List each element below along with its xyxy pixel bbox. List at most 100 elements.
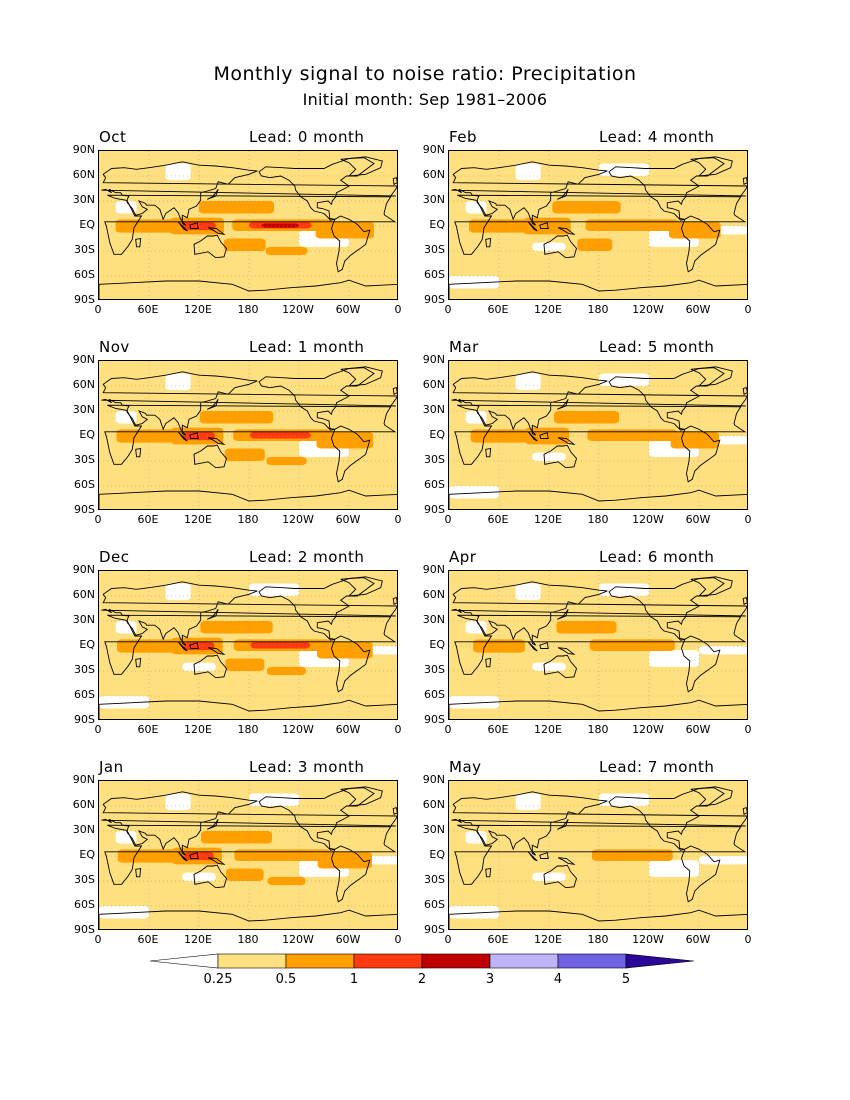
coastline: [742, 597, 747, 605]
lon-tick-label: 60W: [685, 723, 711, 736]
coastline: [690, 366, 733, 387]
snr-region: [266, 456, 307, 466]
low-snr-region: [532, 452, 566, 461]
coastline: [392, 177, 397, 185]
panel-lead-label: Lead: 4 month: [599, 128, 715, 146]
lat-tick-label: 60S: [424, 688, 445, 701]
lat-tick-label: 60S: [424, 898, 445, 911]
lon-tick-label: 60W: [335, 303, 361, 316]
low-snr-region: [465, 201, 487, 214]
panel-month-label: Mar: [449, 338, 479, 356]
lat-tick-label: 30N: [72, 403, 95, 416]
lon-tick-label: 120W: [632, 723, 664, 736]
lon-tick-label: 0: [744, 303, 752, 316]
coastline: [101, 161, 397, 226]
low-snr-region: [515, 163, 541, 181]
coastline: [449, 909, 747, 929]
coastline: [539, 222, 549, 229]
lon-tick-label: 120E: [534, 513, 562, 526]
coastline: [135, 237, 142, 248]
coastline: [177, 431, 188, 442]
coastline: [690, 156, 733, 177]
coastline: [177, 851, 188, 862]
coastline: [485, 867, 492, 878]
coastline: [527, 431, 538, 442]
colorbar-segment: [285, 953, 355, 969]
lat-tick-label: 30S: [74, 243, 95, 256]
colorbar-label: 1: [349, 972, 359, 987]
snr-region: [224, 238, 266, 251]
low-snr-region: [99, 696, 149, 709]
coastline: [557, 857, 576, 865]
map-svg: [99, 571, 397, 719]
lat-tick-label: 60N: [422, 168, 445, 181]
lon-tick-label: 60W: [685, 933, 711, 946]
lon-tick-label: 180: [587, 933, 609, 946]
lat-tick-label: EQ: [429, 638, 445, 651]
snr-region: [226, 868, 264, 881]
coastline: [454, 824, 747, 885]
coastline: [340, 366, 383, 387]
low-snr-region: [465, 831, 487, 844]
colorbar-label: 2: [417, 972, 427, 987]
snr-region: [589, 639, 675, 651]
lat-tick-label: 60N: [72, 798, 95, 811]
coastline: [454, 404, 747, 465]
coastline: [449, 279, 747, 299]
lat-tick-label: 60N: [422, 378, 445, 391]
lon-tick-label: 60E: [487, 303, 509, 316]
snr-region: [201, 831, 272, 844]
coastline: [539, 852, 549, 859]
low-snr-region: [182, 872, 216, 881]
lat-tick-label: 90S: [74, 923, 95, 936]
coastline: [331, 425, 371, 483]
map-svg: [449, 571, 747, 719]
panel-lead-label: Lead: 3 month: [249, 758, 365, 776]
panel-lead-label: Lead: 0 month: [249, 128, 365, 146]
coastline: [557, 437, 576, 445]
snr-region: [316, 431, 374, 449]
lon-tick-label: 0: [744, 513, 752, 526]
lon-tick-label: 60W: [685, 513, 711, 526]
coastline: [392, 807, 397, 815]
lat-tick-label: 30N: [72, 823, 95, 836]
panel-month-label: Jan: [99, 758, 124, 776]
lon-tick-label: 60E: [137, 933, 159, 946]
lon-tick-label: 120W: [282, 303, 314, 316]
coastline: [681, 425, 721, 483]
lon-tick-label: 60E: [137, 303, 159, 316]
colorbar-segment: [150, 953, 219, 969]
lat-tick-label: 30S: [424, 453, 445, 466]
lon-tick-label: 180: [237, 723, 259, 736]
lat-tick-label: EQ: [429, 218, 445, 231]
lat-tick-label: 60S: [74, 688, 95, 701]
low-snr-region: [165, 163, 191, 181]
low-snr-region: [649, 650, 699, 667]
coastline: [485, 237, 492, 248]
coastline: [207, 647, 226, 655]
coastline: [193, 864, 228, 889]
low-snr-region: [115, 201, 137, 214]
low-snr-region: [515, 793, 541, 811]
low-snr-region: [599, 163, 649, 176]
map-panel: [448, 570, 748, 720]
lat-tick-label: 60N: [422, 798, 445, 811]
coastline: [135, 447, 142, 458]
coastline: [690, 786, 733, 807]
coastline: [99, 489, 397, 509]
coastline: [557, 189, 569, 200]
low-snr-region: [449, 696, 499, 709]
coastline: [99, 699, 397, 719]
snr-region: [265, 246, 308, 256]
lon-tick-label: 60W: [685, 303, 711, 316]
low-snr-region: [115, 621, 137, 634]
lon-tick-label: 0: [394, 723, 402, 736]
coastline: [454, 194, 747, 255]
low-snr-region: [515, 583, 541, 601]
map-panel: [98, 570, 398, 720]
coastline: [392, 597, 397, 605]
low-snr-region: [182, 662, 216, 671]
lat-tick-label: 30N: [72, 193, 95, 206]
coastline: [258, 157, 375, 221]
low-snr-region: [449, 276, 499, 289]
